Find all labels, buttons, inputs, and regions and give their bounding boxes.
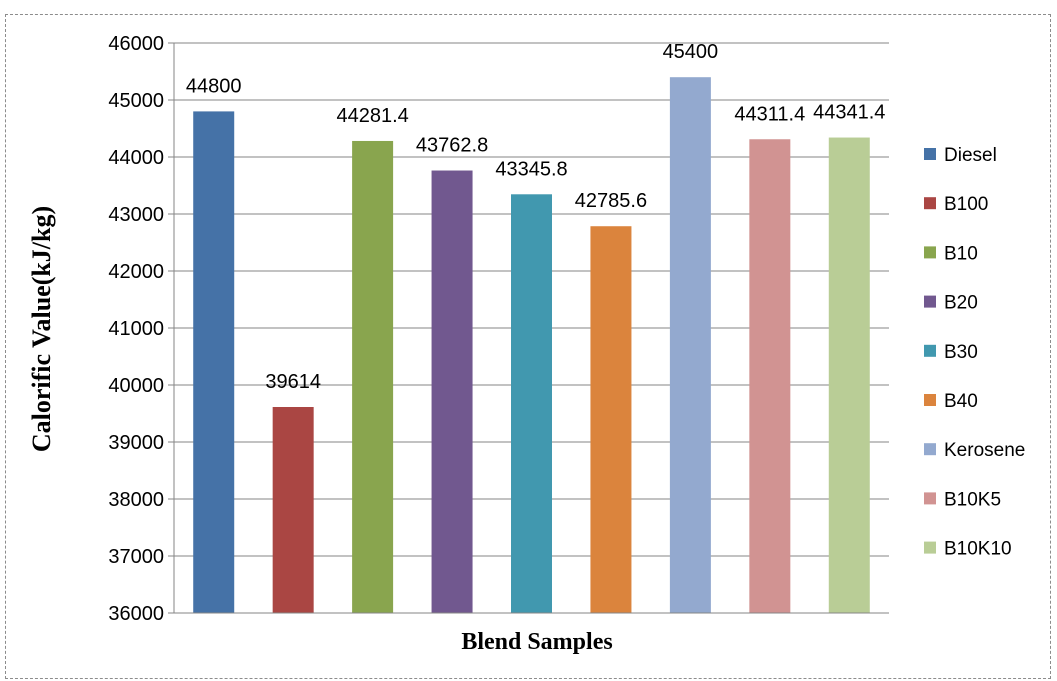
legend-swatch (924, 492, 936, 505)
legend-item-b10k5: B10K5 (924, 489, 1001, 510)
legend-item-diesel: Diesel (924, 145, 997, 166)
data-label-b40: 42785.6 (575, 190, 647, 212)
legend-swatch (924, 197, 936, 210)
legend-label: B10K10 (944, 539, 1012, 560)
bar-b100 (272, 407, 314, 613)
legend-label: B10K5 (944, 489, 1001, 510)
data-label-b30: 43345.8 (495, 158, 567, 180)
data-labels: 44800 39614 44281.4 43762.8 43345.8 42785.6 45… (186, 41, 886, 393)
bar-b10k10 (828, 137, 870, 613)
y-tick-label: 40000 (108, 375, 164, 397)
bar-b20 (431, 170, 473, 614)
data-label-diesel: 44800 (186, 75, 242, 97)
y-tick-label: 45000 (108, 90, 164, 112)
y-tick-label: 36000 (108, 603, 164, 625)
legend-swatch (924, 541, 936, 554)
legend-label: B30 (944, 342, 978, 363)
y-tick-label: 46000 (108, 33, 164, 55)
y-axis-title: Calorific Value(kJ/kg) (27, 206, 56, 452)
data-label-kerosene: 45400 (663, 41, 719, 63)
legend-item-b30: B30 (924, 342, 978, 363)
legend-swatch (924, 246, 936, 259)
axes (168, 42, 889, 614)
bar-b10k5 (749, 139, 791, 614)
bar-kerosene (669, 77, 711, 613)
x-axis-title: Blend Samples (461, 629, 612, 655)
legend-label: Diesel (944, 145, 997, 166)
legend-item-b20: B20 (924, 293, 978, 314)
legend-label: Kerosene (944, 440, 1025, 461)
legend-swatch (924, 394, 936, 406)
data-label-b10k5: 44311.4 (734, 103, 805, 125)
legend-item-kerosene: Kerosene (924, 440, 1025, 461)
y-tick-label: 38000 (108, 489, 164, 511)
y-tick-label: 42000 (108, 261, 164, 283)
y-tick-labels: 36000 37000 38000 39000 40000 41000 42000 43000… (108, 33, 164, 625)
bar-b30 (511, 194, 552, 613)
data-label-b10k10: 44341.4 (813, 102, 885, 124)
bar-b40 (590, 226, 632, 613)
y-tick-label: 43000 (108, 204, 164, 226)
legend-label: B40 (944, 391, 978, 412)
legend-label: B10 (944, 243, 978, 264)
legend-swatch (924, 148, 936, 160)
data-label-b20: 43762.8 (416, 135, 488, 157)
chart-frame: 36000 37000 38000 39000 40000 41000 42000 43000… (5, 14, 1051, 679)
y-tick-label: 41000 (108, 318, 164, 340)
legend-label: B20 (944, 293, 978, 314)
bar-chart: 36000 37000 38000 39000 40000 41000 42000 43000… (27, 33, 1025, 655)
data-label-b100: 39614 (265, 371, 321, 393)
bar-diesel (193, 111, 235, 614)
legend-item-b100: B100 (924, 194, 988, 215)
y-tick-label: 37000 (108, 546, 164, 568)
legend-item-b10k10: B10K10 (924, 539, 1012, 560)
legend-swatch (924, 443, 936, 456)
bar-b10 (352, 140, 394, 613)
y-tick-label: 44000 (108, 147, 164, 169)
data-label-b10: 44281.4 (336, 105, 408, 127)
legend-swatch (924, 344, 936, 357)
legend-item-b10: B10 (924, 243, 978, 264)
y-tick-label: 39000 (108, 432, 164, 454)
legend-swatch (924, 295, 936, 308)
legend: Diesel B100 B10 B20 B30 B40 Kerosene B10K5 B10K1… (924, 145, 1025, 560)
bars (193, 77, 870, 614)
legend-item-b40: B40 (924, 391, 978, 412)
legend-label: B100 (944, 194, 988, 215)
